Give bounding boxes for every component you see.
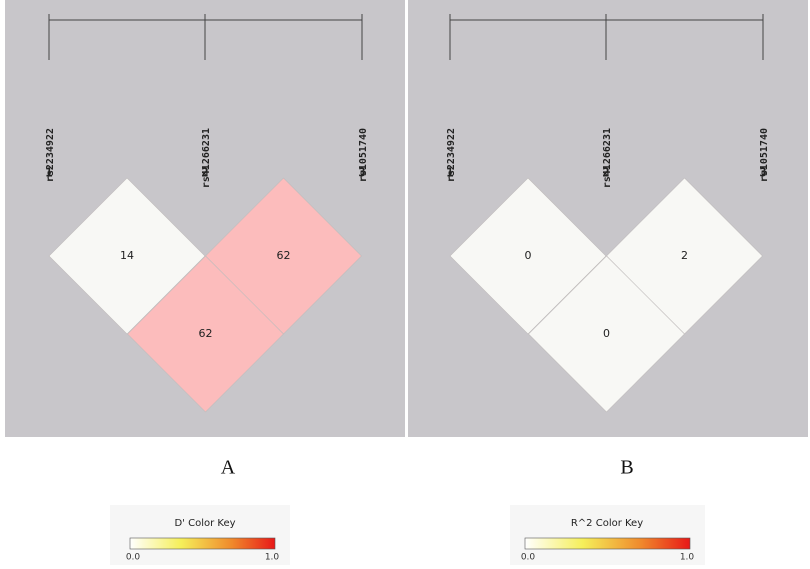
panel-label: B (620, 457, 633, 479)
color-key-max: 1.0 (680, 553, 695, 563)
ld-value: 0 (525, 249, 532, 262)
ld-value: 14 (120, 249, 134, 262)
snp-index: 3 (358, 166, 365, 180)
ld-value: 0 (603, 327, 610, 340)
ld-cell (127, 255, 284, 413)
color-key-min: 0.0 (521, 553, 536, 563)
color-key-title: D' Color Key (174, 518, 235, 529)
color-key-min: 0.0 (126, 553, 141, 563)
color-key-gradient (524, 537, 691, 550)
color-key-box (510, 505, 705, 565)
color-key-title: R^2 Color Key (571, 518, 643, 529)
color-key-gradient (129, 537, 276, 550)
snp-index: 3 (759, 166, 766, 180)
snp-name: rs41266231 (602, 128, 613, 188)
snp-name: rs2234922 (446, 128, 457, 182)
ld-value: 62 (277, 249, 291, 262)
ld-value: 62 (199, 327, 213, 340)
snp-index: 2 (602, 166, 609, 180)
ld-cell (48, 177, 206, 335)
color-key-box (110, 505, 290, 565)
ld-value: 2 (681, 249, 688, 262)
ld-cell (449, 177, 607, 335)
color-key-max: 1.0 (265, 553, 280, 563)
snp-index: 1 (446, 166, 453, 180)
snp-name: rs41266231 (201, 128, 212, 188)
ld-cell (528, 255, 685, 413)
snp-name: rs1051740 (358, 128, 369, 182)
snp-index: 1 (45, 166, 52, 180)
snp-name: rs1051740 (759, 128, 770, 182)
panel-label: A (221, 457, 236, 479)
snp-name: rs2234922 (45, 128, 56, 182)
snp-index: 2 (201, 166, 208, 180)
